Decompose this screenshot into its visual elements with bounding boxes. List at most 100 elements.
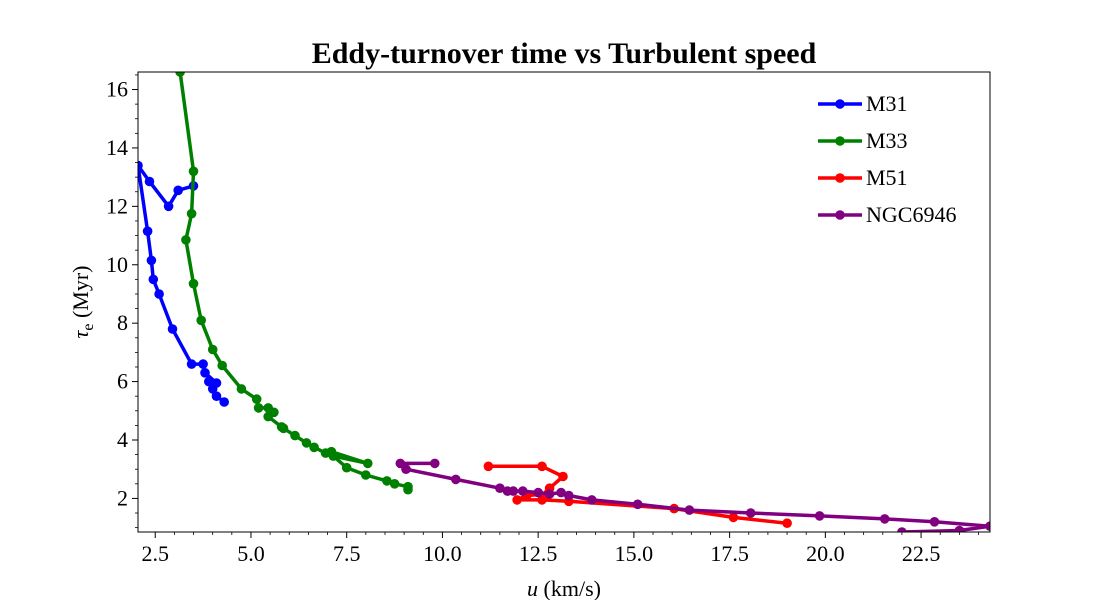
legend-marker — [835, 136, 845, 146]
data-point — [879, 514, 890, 524]
y-tick-label: 12 — [106, 193, 128, 218]
legend: M31 M33 M51 NGC6946 — [818, 91, 956, 227]
data-point — [154, 289, 164, 299]
legend-label: M33 — [866, 128, 908, 153]
data-point — [483, 461, 494, 472]
data-point — [144, 176, 155, 187]
data-point — [173, 185, 183, 196]
data-point — [389, 479, 400, 489]
series-m33 — [175, 72, 413, 495]
data-point — [263, 411, 274, 422]
data-point — [533, 487, 543, 498]
y-axis: 2 4 6 8 10 12 14 16 — [106, 74, 138, 529]
legend-item-m31: M31 — [818, 91, 908, 116]
x-tick-label: 5.0 — [237, 541, 265, 566]
series-layer — [138, 72, 990, 532]
data-point — [587, 495, 597, 505]
data-point — [556, 487, 566, 498]
data-point — [632, 499, 643, 510]
plot-area-frame — [137, 71, 991, 533]
x-tick-label: 10.0 — [423, 541, 462, 566]
data-point — [217, 360, 227, 371]
data-point — [401, 464, 411, 475]
data-point — [518, 486, 528, 496]
data-point — [495, 483, 505, 494]
data-point — [558, 471, 568, 482]
legend-label: M51 — [866, 165, 908, 190]
data-point — [508, 486, 519, 496]
data-point — [253, 403, 264, 413]
series-line-m31 — [138, 163, 226, 404]
data-point — [512, 495, 522, 505]
x-tick-label: 7.5 — [333, 541, 361, 566]
data-point — [196, 315, 206, 326]
x-tick-label: 20.0 — [806, 541, 845, 566]
data-point — [198, 359, 208, 369]
y-tick-label: 16 — [106, 77, 128, 102]
data-point — [200, 368, 210, 378]
y-tick-label: 4 — [117, 427, 128, 452]
data-point — [382, 476, 392, 486]
data-point — [985, 521, 990, 531]
data-point — [544, 489, 555, 499]
legend-item-m33: M33 — [818, 128, 908, 153]
series-line-m33 — [178, 72, 410, 492]
data-point — [929, 517, 940, 527]
series-line-ngc6946 — [398, 461, 990, 532]
legend-item-m51: M51 — [818, 165, 908, 190]
data-point — [309, 442, 319, 453]
series-ngc6946 — [395, 458, 990, 532]
data-point — [328, 451, 339, 461]
y-tick-label: 6 — [117, 369, 128, 394]
data-point — [181, 235, 191, 245]
y-tick-label: 14 — [106, 135, 128, 160]
data-point — [954, 525, 965, 532]
data-point — [146, 255, 157, 266]
y-tick-label: 8 — [117, 310, 128, 335]
data-point — [211, 391, 222, 402]
series-m51 — [483, 461, 792, 528]
data-point — [301, 438, 312, 448]
data-point — [745, 508, 756, 518]
data-point — [564, 490, 574, 501]
series-line-m51 — [486, 464, 789, 525]
data-point — [142, 226, 153, 236]
data-point — [430, 458, 440, 469]
data-point — [138, 160, 143, 171]
x-tick-label: 2.5 — [141, 541, 169, 566]
data-point — [163, 201, 174, 212]
data-point — [188, 166, 199, 177]
legend-label: M31 — [866, 91, 908, 116]
data-point — [537, 461, 547, 472]
x-tick-label: 17.5 — [710, 541, 749, 566]
data-point — [167, 324, 178, 334]
data-point — [451, 474, 461, 485]
data-point — [341, 462, 352, 473]
legend-item-ngc6946: NGC6946 — [818, 202, 956, 227]
data-point — [207, 344, 218, 355]
data-point — [814, 511, 825, 521]
x-axis-label: u (km/s) — [527, 576, 601, 600]
data-point — [251, 394, 262, 404]
data-point — [204, 376, 214, 387]
y-tick-label: 2 — [117, 485, 128, 510]
data-point — [186, 359, 197, 369]
legend-marker — [835, 210, 845, 220]
data-point — [537, 495, 547, 505]
data-point — [782, 518, 792, 528]
chart-title: Eddy-turnover time vs Turbulent speed — [312, 37, 817, 70]
x-tick-label: 22.5 — [902, 541, 941, 566]
data-point — [175, 72, 185, 77]
data-point — [236, 384, 247, 394]
data-point — [219, 397, 229, 407]
data-point — [207, 384, 218, 394]
data-point — [403, 484, 413, 495]
data-point — [186, 208, 197, 219]
legend-marker — [835, 173, 845, 183]
series-m31 — [138, 160, 229, 407]
data-point — [728, 512, 739, 523]
legend-marker — [835, 99, 845, 109]
legend-label: NGC6946 — [866, 202, 956, 227]
